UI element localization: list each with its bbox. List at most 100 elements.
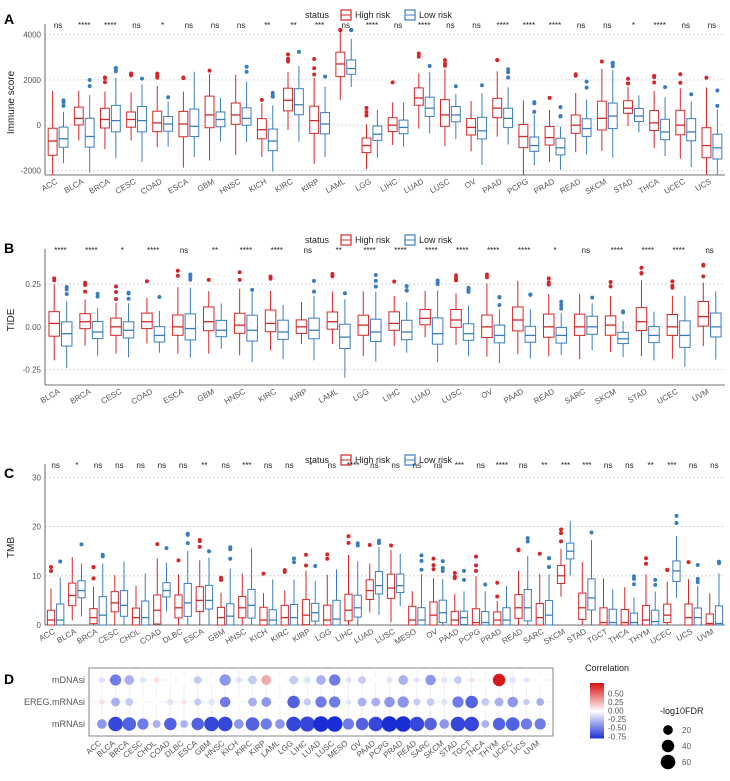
outlier-low-CESC: [126, 296, 131, 301]
outlier-high-COAD: [144, 279, 149, 284]
bubble-mRNAsi-SKCM: [439, 719, 450, 729]
significance-label-LIHC-B: ****: [394, 246, 406, 255]
box-high-DLBC: [174, 594, 183, 619]
significance-label-PCPG-A: ****: [523, 21, 535, 30]
bubble-mDNAsi-SARC: [425, 674, 436, 686]
box-high-MESO: [408, 605, 417, 626]
significance-label-BLCA-B: ****: [54, 246, 66, 255]
color-legend-gradient-step: [590, 690, 604, 693]
significance-label-LAML-A: ns: [342, 21, 350, 30]
outlier-low-PAAD: [528, 292, 533, 297]
outlier-low-UCEC: [674, 520, 679, 525]
significance-label-STAD-A: *: [632, 21, 635, 30]
outlier-high-PCPG: [474, 568, 479, 573]
x-tick-label-SKCM-A: SKCM: [584, 177, 609, 197]
box-low-OV: [438, 599, 447, 624]
color-legend-gradient-step: [590, 732, 604, 735]
x-tick-label-UCEC-B: UCEC: [656, 387, 680, 406]
box-low-LAML: [346, 59, 357, 75]
x-tick-label-LUAD-B: LUAD: [409, 387, 432, 406]
bubble-mDNAsi-LGG: [289, 675, 299, 685]
box-high-LGG: [323, 604, 332, 626]
bubble-mDNAsi-LUAD: [316, 675, 326, 685]
box-high-KIRP: [301, 599, 311, 626]
x-tick-label-KIRP-C: KIRP: [291, 627, 312, 644]
outlier-low-BRCA: [95, 291, 100, 296]
y-tick-label-A: 2000: [23, 76, 41, 85]
bubble-EREG.mRNAsi-MESO: [345, 699, 352, 705]
box-high-UVM: [697, 300, 710, 327]
legend-label-low-risk-B: Low risk: [419, 235, 453, 245]
bubble-mDNAsi-HNSC: [219, 674, 231, 686]
outlier-high-READ: [573, 73, 578, 78]
outlier-high-GBM: [219, 575, 224, 580]
color-legend-gradient-step: [590, 736, 604, 739]
bubble-EREG.mRNAsi-GBM: [208, 698, 215, 706]
x-tick-label-BLCA-A: BLCA: [63, 177, 86, 196]
outlier-low-KIRC: [296, 49, 301, 54]
box-high-KICH: [259, 606, 268, 626]
box-low-LUSC: [450, 105, 461, 123]
outlier-low-THCA: [631, 574, 636, 579]
box-low-KIRC: [289, 604, 299, 626]
bubble-EREG.mRNAsi-LUAD: [315, 696, 327, 708]
outlier-low-ACC: [61, 103, 66, 108]
outlier-high-BRCA: [102, 76, 107, 81]
outlier-high-ESCA: [175, 268, 180, 273]
x-tick-label-KIRP-A: KIRP: [300, 177, 321, 194]
x-tick-label-UVM-B: UVM: [691, 387, 711, 404]
y-tick-label-C: 20: [32, 523, 41, 532]
bubble-mRNAsi-HNSC: [217, 716, 233, 732]
outlier-low-COAD: [166, 95, 171, 100]
box-low-LUAD: [431, 317, 444, 345]
x-tick-label-CESC-C: CESC: [97, 627, 121, 646]
outlier-high-KIRC: [286, 52, 291, 57]
box-high-THYM: [641, 605, 651, 626]
outlier-low-READ: [525, 536, 530, 541]
outlier-low-LUSC: [466, 285, 471, 290]
bubble-mDNAsi-PCPG: [386, 676, 393, 684]
legend-label-high-risk-C: High risk: [355, 455, 391, 465]
outlier-high-KIRC: [286, 56, 291, 61]
outlier-low-LAML: [342, 291, 347, 296]
significance-label-LAML-B: **: [336, 246, 342, 255]
box-low-LUSC: [462, 323, 475, 341]
outlier-low-PAAD: [506, 70, 511, 75]
color-legend-gradient-step: [590, 703, 604, 706]
box-high-UVM: [705, 613, 714, 626]
x-tick-label-READ-B: READ: [532, 387, 556, 406]
outlier-high-LIHC: [346, 534, 351, 539]
significance-label-LUSC-C: ns: [391, 461, 399, 470]
outlier-high-BLCA: [52, 276, 57, 281]
x-tick-label-KIRC-A: KIRC: [273, 177, 294, 194]
bubble-mDNAsi-LAML: [277, 677, 283, 683]
x-tick-label-THYM-C: THYM: [627, 627, 651, 646]
box-low-OV: [493, 324, 506, 344]
outlier-low-PRAD: [558, 105, 563, 110]
outlier-high-OV: [484, 272, 489, 277]
significance-label-PAAD-C: ***: [455, 461, 464, 470]
color-legend-gradient-step: [590, 688, 604, 691]
box-high-STAD: [623, 100, 633, 114]
x-tick-label-UCS-C: UCS: [675, 627, 694, 643]
bubble-mDNAsi-COAD: [167, 676, 174, 684]
panel-letter-A: A: [4, 11, 14, 27]
box-low-HNSC: [247, 588, 256, 619]
outlier-high-PRAD: [495, 594, 500, 599]
x-tick-label-BRCA-C: BRCA: [75, 627, 99, 646]
bubble-EREG.mRNAsi-LUSC: [329, 696, 341, 708]
y-axis-title-A: Immune score: [6, 70, 17, 134]
outlier-low-MESO: [419, 553, 424, 558]
x-tick-label-BRCA-A: BRCA: [88, 177, 112, 196]
box-low-UVM: [714, 605, 724, 626]
bubble-mRNAsi-UCS: [520, 718, 533, 730]
bubble-mDNAsi-KIRC: [248, 675, 257, 685]
significance-label-SKCM-A: ns: [603, 21, 611, 30]
significance-label-LIHC-C: ****: [347, 461, 359, 470]
box-low-SKCM: [617, 331, 629, 345]
outlier-low-PAAD: [506, 67, 511, 72]
color-legend-gradient-step: [590, 727, 604, 730]
bubble-EREG.mRNAsi-SKCM: [441, 698, 448, 706]
box-low-PCPG: [529, 136, 540, 152]
box-low-LUAD: [424, 96, 435, 117]
